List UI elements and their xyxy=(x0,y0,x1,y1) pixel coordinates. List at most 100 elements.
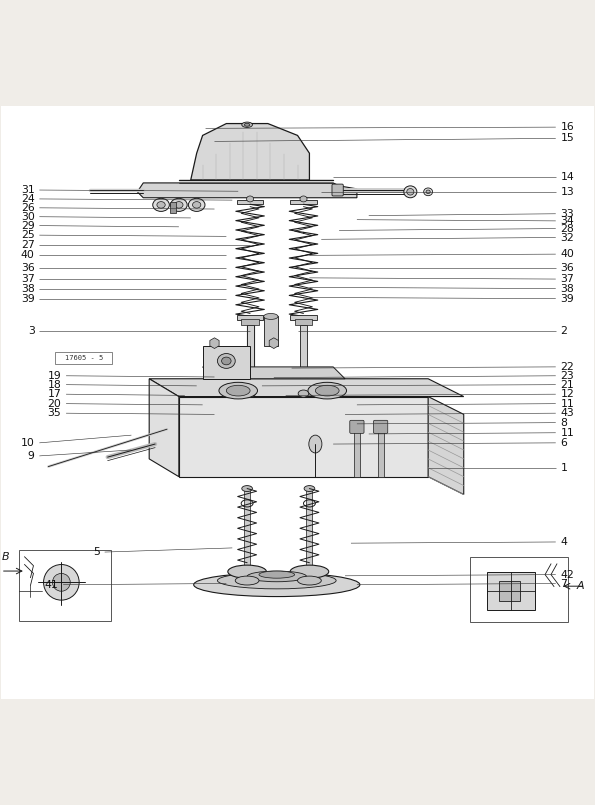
Text: 1: 1 xyxy=(560,463,568,473)
Text: 37: 37 xyxy=(560,274,574,284)
Bar xyxy=(487,572,535,610)
FancyBboxPatch shape xyxy=(350,420,364,433)
Text: 35: 35 xyxy=(48,408,61,418)
Text: 41: 41 xyxy=(45,580,58,590)
Polygon shape xyxy=(244,485,250,568)
Bar xyxy=(237,200,263,204)
Text: 11: 11 xyxy=(560,427,574,438)
Polygon shape xyxy=(264,316,278,346)
Ellipse shape xyxy=(300,196,307,202)
Text: 28: 28 xyxy=(560,224,574,233)
Text: 38: 38 xyxy=(560,283,574,294)
Ellipse shape xyxy=(219,382,258,399)
Text: 27: 27 xyxy=(21,240,35,250)
Polygon shape xyxy=(300,324,307,394)
Ellipse shape xyxy=(309,436,322,453)
Text: 21: 21 xyxy=(560,380,574,390)
Text: 10: 10 xyxy=(21,438,35,448)
Text: 22: 22 xyxy=(560,362,574,372)
Text: 18: 18 xyxy=(48,380,61,390)
Text: B: B xyxy=(2,551,10,562)
Polygon shape xyxy=(149,379,464,397)
Polygon shape xyxy=(428,397,464,494)
Text: 38: 38 xyxy=(21,283,35,294)
Bar xyxy=(378,432,384,477)
Text: 12: 12 xyxy=(560,389,574,399)
Text: 23: 23 xyxy=(560,371,574,381)
Ellipse shape xyxy=(245,123,250,126)
Polygon shape xyxy=(203,346,250,379)
Ellipse shape xyxy=(153,198,170,212)
Text: 9: 9 xyxy=(28,451,35,461)
Text: 13: 13 xyxy=(560,187,574,196)
Ellipse shape xyxy=(171,198,187,212)
Ellipse shape xyxy=(426,190,430,193)
Polygon shape xyxy=(306,485,312,568)
Bar xyxy=(241,319,259,324)
Text: 31: 31 xyxy=(21,185,35,195)
Text: 4: 4 xyxy=(560,537,568,547)
Bar xyxy=(354,432,360,477)
Circle shape xyxy=(52,573,70,591)
Ellipse shape xyxy=(189,198,205,212)
Ellipse shape xyxy=(315,386,339,396)
Text: 42: 42 xyxy=(560,570,574,580)
Text: 32: 32 xyxy=(560,233,574,242)
Ellipse shape xyxy=(175,201,183,208)
Bar xyxy=(290,316,317,320)
Polygon shape xyxy=(149,379,179,477)
Ellipse shape xyxy=(308,382,346,399)
Text: 43: 43 xyxy=(560,408,574,418)
Ellipse shape xyxy=(157,201,165,208)
Ellipse shape xyxy=(245,390,255,397)
Text: 40: 40 xyxy=(21,250,35,260)
Text: 19: 19 xyxy=(48,371,61,381)
Text: 25: 25 xyxy=(21,230,35,240)
Bar xyxy=(469,557,568,622)
Text: 11: 11 xyxy=(560,398,574,409)
Ellipse shape xyxy=(298,576,321,585)
Text: 3: 3 xyxy=(28,326,35,336)
Bar xyxy=(295,319,312,324)
Polygon shape xyxy=(179,397,428,477)
Text: A: A xyxy=(577,581,584,591)
Ellipse shape xyxy=(264,313,278,320)
Bar xyxy=(237,316,263,320)
Ellipse shape xyxy=(194,573,360,597)
Text: 36: 36 xyxy=(21,263,35,274)
Circle shape xyxy=(43,564,79,601)
Bar xyxy=(290,200,317,204)
Text: 6: 6 xyxy=(560,438,568,448)
Text: 36: 36 xyxy=(560,263,574,274)
Text: 24: 24 xyxy=(21,194,35,204)
Text: 29: 29 xyxy=(21,221,35,231)
Bar xyxy=(170,202,176,213)
Ellipse shape xyxy=(217,572,336,588)
Ellipse shape xyxy=(226,386,250,396)
Ellipse shape xyxy=(235,576,259,585)
Ellipse shape xyxy=(290,565,328,578)
Text: 30: 30 xyxy=(21,212,35,221)
Ellipse shape xyxy=(217,353,235,369)
Ellipse shape xyxy=(424,188,433,196)
Text: 37: 37 xyxy=(21,274,35,284)
Ellipse shape xyxy=(407,188,414,195)
Text: 2: 2 xyxy=(560,326,568,336)
Text: 26: 26 xyxy=(21,203,35,213)
Text: 8: 8 xyxy=(560,418,568,427)
Ellipse shape xyxy=(242,122,252,127)
Text: 20: 20 xyxy=(48,398,61,409)
Polygon shape xyxy=(137,183,357,198)
Text: 39: 39 xyxy=(560,294,574,303)
Polygon shape xyxy=(203,367,345,379)
Ellipse shape xyxy=(221,357,231,365)
Text: 7: 7 xyxy=(560,579,568,588)
Polygon shape xyxy=(191,123,309,180)
Ellipse shape xyxy=(304,485,315,492)
Text: 34: 34 xyxy=(560,216,574,226)
Text: 17: 17 xyxy=(48,389,61,399)
Text: 5: 5 xyxy=(93,547,100,557)
Ellipse shape xyxy=(193,201,201,208)
Bar xyxy=(18,550,111,621)
Text: 17605 - 5: 17605 - 5 xyxy=(65,355,103,361)
